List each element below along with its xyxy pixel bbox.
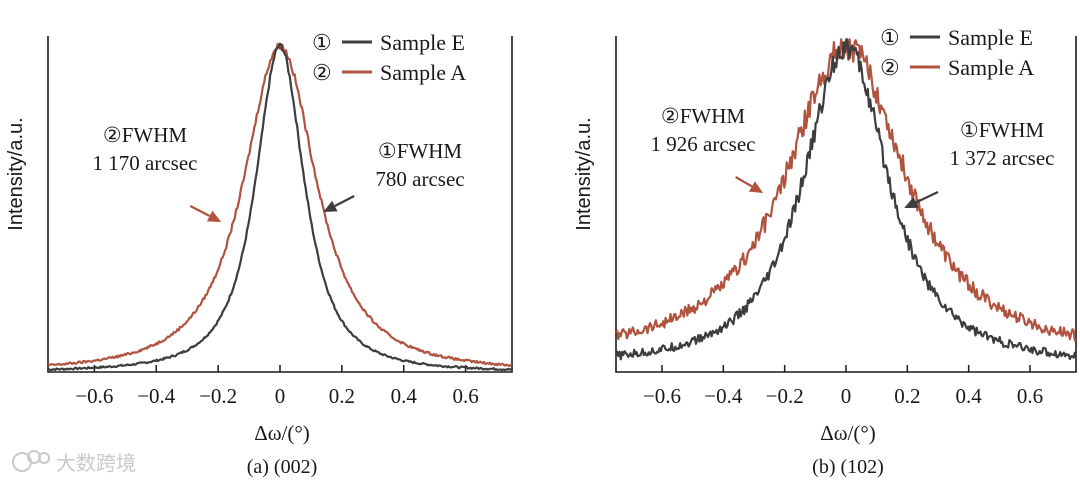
- x-tick-label: 0.4: [956, 384, 983, 408]
- cloud-logo-icon: [12, 450, 50, 472]
- x-tick-label: −0.6: [75, 384, 113, 408]
- x-tick-label: 0.4: [391, 384, 418, 408]
- panel-b-caption: (b) (102): [812, 456, 884, 478]
- fwhm-annotation-text: ①FWHM: [378, 139, 462, 163]
- legend-label: Sample A: [380, 60, 466, 85]
- x-tick-label: 0: [841, 384, 852, 408]
- fwhm-arrow-head: [748, 181, 764, 193]
- legend-label: Sample A: [948, 55, 1034, 80]
- x-tick-label: 0.2: [329, 384, 355, 408]
- legend-marker: ②: [880, 55, 900, 80]
- panel-b-ylabel: Intensity/a.u.: [573, 117, 595, 230]
- x-tick-label: 0.6: [452, 384, 478, 408]
- panel-b-xlabel: Δω/(°): [820, 421, 876, 445]
- panel-a-xlabel: Δω/(°): [254, 421, 310, 445]
- fwhm-arrow-shaft: [915, 191, 939, 204]
- x-tick-label: −0.6: [643, 384, 681, 408]
- series-line-sample-a: [47, 42, 513, 368]
- legend-marker: ①: [312, 30, 332, 55]
- fwhm-annotation-text: 1 926 arcsec: [651, 132, 756, 156]
- panel-a-legend: ① Sample E ② Sample A: [312, 30, 466, 85]
- x-tick-label: −0.4: [137, 384, 176, 408]
- panel-b: −0.6 −0.4 −0.2 0 0.2 0.4 0.6 ① Sample E ② Sample …: [573, 25, 1078, 478]
- fwhm-arrow-head: [904, 197, 919, 208]
- x-tick-label: 0.6: [1017, 384, 1043, 408]
- panel-a-annotations: ②FWHM 1 170 arcsec ①FWHM 780 arcsec: [93, 123, 465, 222]
- fwhm-annotation-text: 1 372 arcsec: [950, 146, 1055, 170]
- fwhm-annotation-text: 1 170 arcsec: [93, 151, 198, 175]
- x-tick-label: −0.2: [766, 384, 804, 408]
- fwhm-arrow-shaft: [334, 195, 355, 208]
- panel-a-ylabel: Intensity/a.u.: [5, 117, 27, 230]
- panel-a-caption: (a) (002): [247, 456, 318, 478]
- panel-a-series: [47, 42, 513, 372]
- watermark: 大数跨境: [12, 450, 136, 475]
- series-line-sample-e: [47, 42, 513, 372]
- x-tick-label: −0.2: [199, 384, 237, 408]
- fwhm-annotation-text: 780 arcsec: [375, 167, 464, 191]
- panel-a: −0.6 −0.4 −0.2 0 0.2 0.4 0.6 ① Sample E ② Sample …: [5, 30, 513, 478]
- panel-b-x-ticks: [661, 365, 1031, 372]
- fwhm-annotation-text: ②FWHM: [103, 123, 187, 147]
- legend-label: Sample E: [380, 30, 465, 55]
- panel-b-annotations: ②FWHM 1 926 arcsec ①FWHM 1 372 arcsec: [651, 104, 1055, 208]
- fwhm-arrow-head: [323, 200, 338, 212]
- panel-a-axes-frame: [47, 36, 513, 373]
- series-line-sample-a: [615, 38, 1077, 342]
- fwhm-arrow-head: [206, 210, 222, 222]
- x-tick-label: −0.4: [704, 384, 743, 408]
- panel-b-series: [614, 38, 1078, 361]
- panel-b-x-tick-labels: −0.6 −0.4 −0.2 0 0.2 0.4 0.6: [643, 384, 1043, 408]
- legend-marker: ②: [312, 60, 332, 85]
- x-tick-label: 0: [275, 384, 286, 408]
- panel-b-axes-frame: [615, 36, 1077, 373]
- fwhm-arrow-shaft: [189, 205, 211, 218]
- watermark-text: 大数跨境: [56, 452, 136, 475]
- panel-a-x-ticks: [93, 365, 467, 372]
- fwhm-annotation-text: ②FWHM: [661, 104, 745, 128]
- panel-a-x-tick-labels: −0.6 −0.4 −0.2 0 0.2 0.4 0.6: [75, 384, 478, 408]
- series-line-sample-e: [614, 38, 1078, 361]
- x-tick-label: 0.2: [894, 384, 920, 408]
- panel-b-legend: ① Sample E ② Sample A: [880, 25, 1034, 80]
- legend-label: Sample E: [948, 25, 1033, 50]
- fwhm-annotation-text: ①FWHM: [960, 118, 1044, 142]
- legend-marker: ①: [880, 25, 900, 50]
- fwhm-arrow-shaft: [735, 176, 753, 188]
